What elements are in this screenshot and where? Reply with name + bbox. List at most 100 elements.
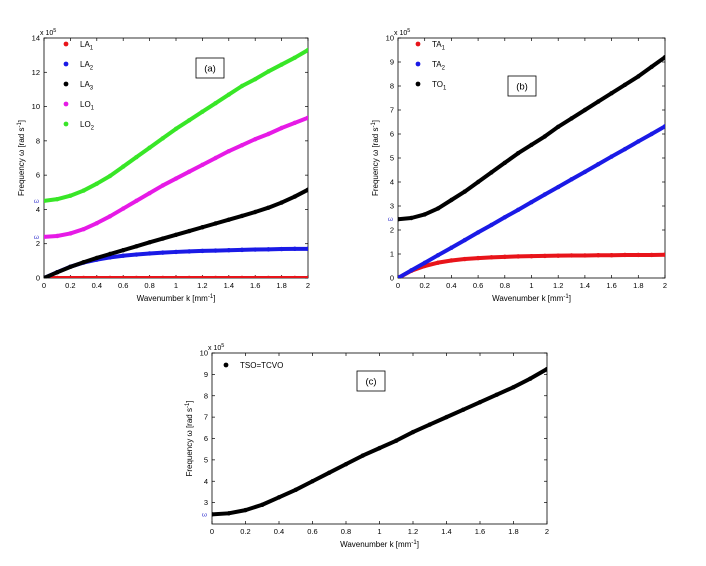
data-point [68, 264, 73, 270]
y-tick-label: 6 [36, 171, 40, 180]
panel-label-box [507, 75, 537, 97]
y-tick-label: 2 [390, 226, 394, 235]
y-multiplier: x 105 [40, 28, 56, 37]
y-axis-marker: ω [202, 511, 207, 518]
x-tick-label: 1.6 [606, 281, 616, 290]
data-point [542, 134, 548, 139]
data-point [160, 136, 165, 141]
data-point [260, 502, 265, 507]
panel-label: (a) [204, 64, 216, 75]
y-tick-label: 1 [390, 250, 394, 259]
data-point [409, 215, 414, 221]
series-lo1 [44, 115, 308, 240]
y-axis-label: Frequency ω [rad s-1] [17, 120, 26, 196]
data-point [213, 275, 218, 278]
data-point [502, 254, 507, 260]
x-tick-label: 0.4 [274, 527, 284, 536]
data-point [160, 275, 165, 278]
data-point [226, 275, 231, 278]
data-point [515, 207, 521, 213]
data-point [94, 255, 100, 261]
series-lo2 [44, 47, 308, 204]
data-point [94, 220, 100, 226]
data-point [449, 258, 454, 263]
data-point [107, 251, 113, 257]
y-tick-label: 0 [390, 274, 394, 283]
data-point [305, 115, 308, 120]
data-point [253, 136, 258, 142]
data-point [622, 82, 628, 88]
legend-marker [63, 81, 69, 87]
data-point [173, 232, 179, 237]
data-point [596, 253, 601, 258]
data-point [596, 99, 601, 104]
data-point [239, 83, 245, 89]
data-point [279, 125, 284, 131]
x-tick-label: 0.8 [144, 281, 154, 290]
data-point [107, 275, 113, 278]
data-point [461, 407, 466, 412]
data-point [293, 487, 298, 492]
x-tick-label: 1 [377, 527, 381, 536]
data-point [147, 240, 152, 245]
data-point [475, 179, 481, 185]
y-tick-label: 10 [386, 34, 394, 43]
y-tick-label: 10 [32, 102, 40, 111]
data-point [582, 253, 588, 258]
panel-label: (c) [365, 377, 376, 388]
data-point [409, 268, 414, 273]
y-tick-label: 10 [200, 349, 208, 358]
data-point [462, 237, 467, 243]
x-tick-label: 1.8 [508, 527, 518, 536]
data-point [609, 253, 614, 258]
y-tick-label: 8 [204, 391, 208, 400]
legend-marker [223, 362, 229, 368]
data-point [121, 275, 126, 278]
x-tick-label: 1.2 [408, 527, 418, 536]
data-point [81, 275, 86, 278]
data-point [213, 248, 218, 253]
data-point [213, 221, 218, 226]
chart-panel-b: 0 0.2 0.4 0.6 0.8 1 1.2 1.4 1.6 1.8 2 0 1 2 3 4 5 6 7 8 9 10 x… [371, 28, 667, 303]
data-point [494, 392, 499, 397]
plot-area [43, 37, 309, 279]
data-point [187, 228, 192, 234]
legend-marker [415, 41, 421, 47]
legend-entry: LO1 [80, 100, 95, 112]
panel-label: (b) [516, 82, 528, 93]
data-point [511, 385, 516, 390]
data-point [529, 199, 534, 205]
x-axis-label: Wavenumber k [mm-1] [492, 294, 571, 303]
data-point [292, 246, 297, 252]
data-point [662, 252, 665, 257]
data-point [187, 169, 192, 174]
data-point [609, 154, 614, 159]
y-tick-label: 4 [390, 178, 394, 187]
data-point [134, 198, 139, 204]
data-point [173, 176, 179, 181]
y-tick-label: 7 [204, 413, 208, 422]
data-point [569, 253, 574, 258]
data-point [305, 47, 308, 53]
data-point [200, 162, 205, 168]
data-point [200, 248, 205, 254]
x-tick-label: 1.2 [197, 281, 207, 290]
y-tick-label: 6 [390, 130, 394, 139]
x-tick-label: 0.8 [500, 281, 510, 290]
data-point [582, 107, 588, 113]
x-tick-label: 1.2 [553, 281, 563, 290]
data-point [279, 275, 284, 278]
chart-panel-a: 0 0.2 0.4 0.6 0.8 1 1.2 1.4 1.6 1.8 2 0 2 4 6 8 10 12 14 x … [17, 28, 310, 303]
data-point [243, 507, 248, 513]
y-tick-label: 4 [204, 477, 208, 486]
y-axis-label: Frequency ω [rad s-1] [371, 120, 380, 196]
legend-marker [415, 61, 421, 67]
x-tick-label: 0 [42, 281, 46, 290]
data-point [160, 183, 165, 188]
data-point [292, 55, 297, 60]
x-tick-label: 0.2 [65, 281, 75, 290]
data-point [556, 124, 561, 129]
data-point [187, 275, 192, 278]
data-point [662, 55, 665, 60]
